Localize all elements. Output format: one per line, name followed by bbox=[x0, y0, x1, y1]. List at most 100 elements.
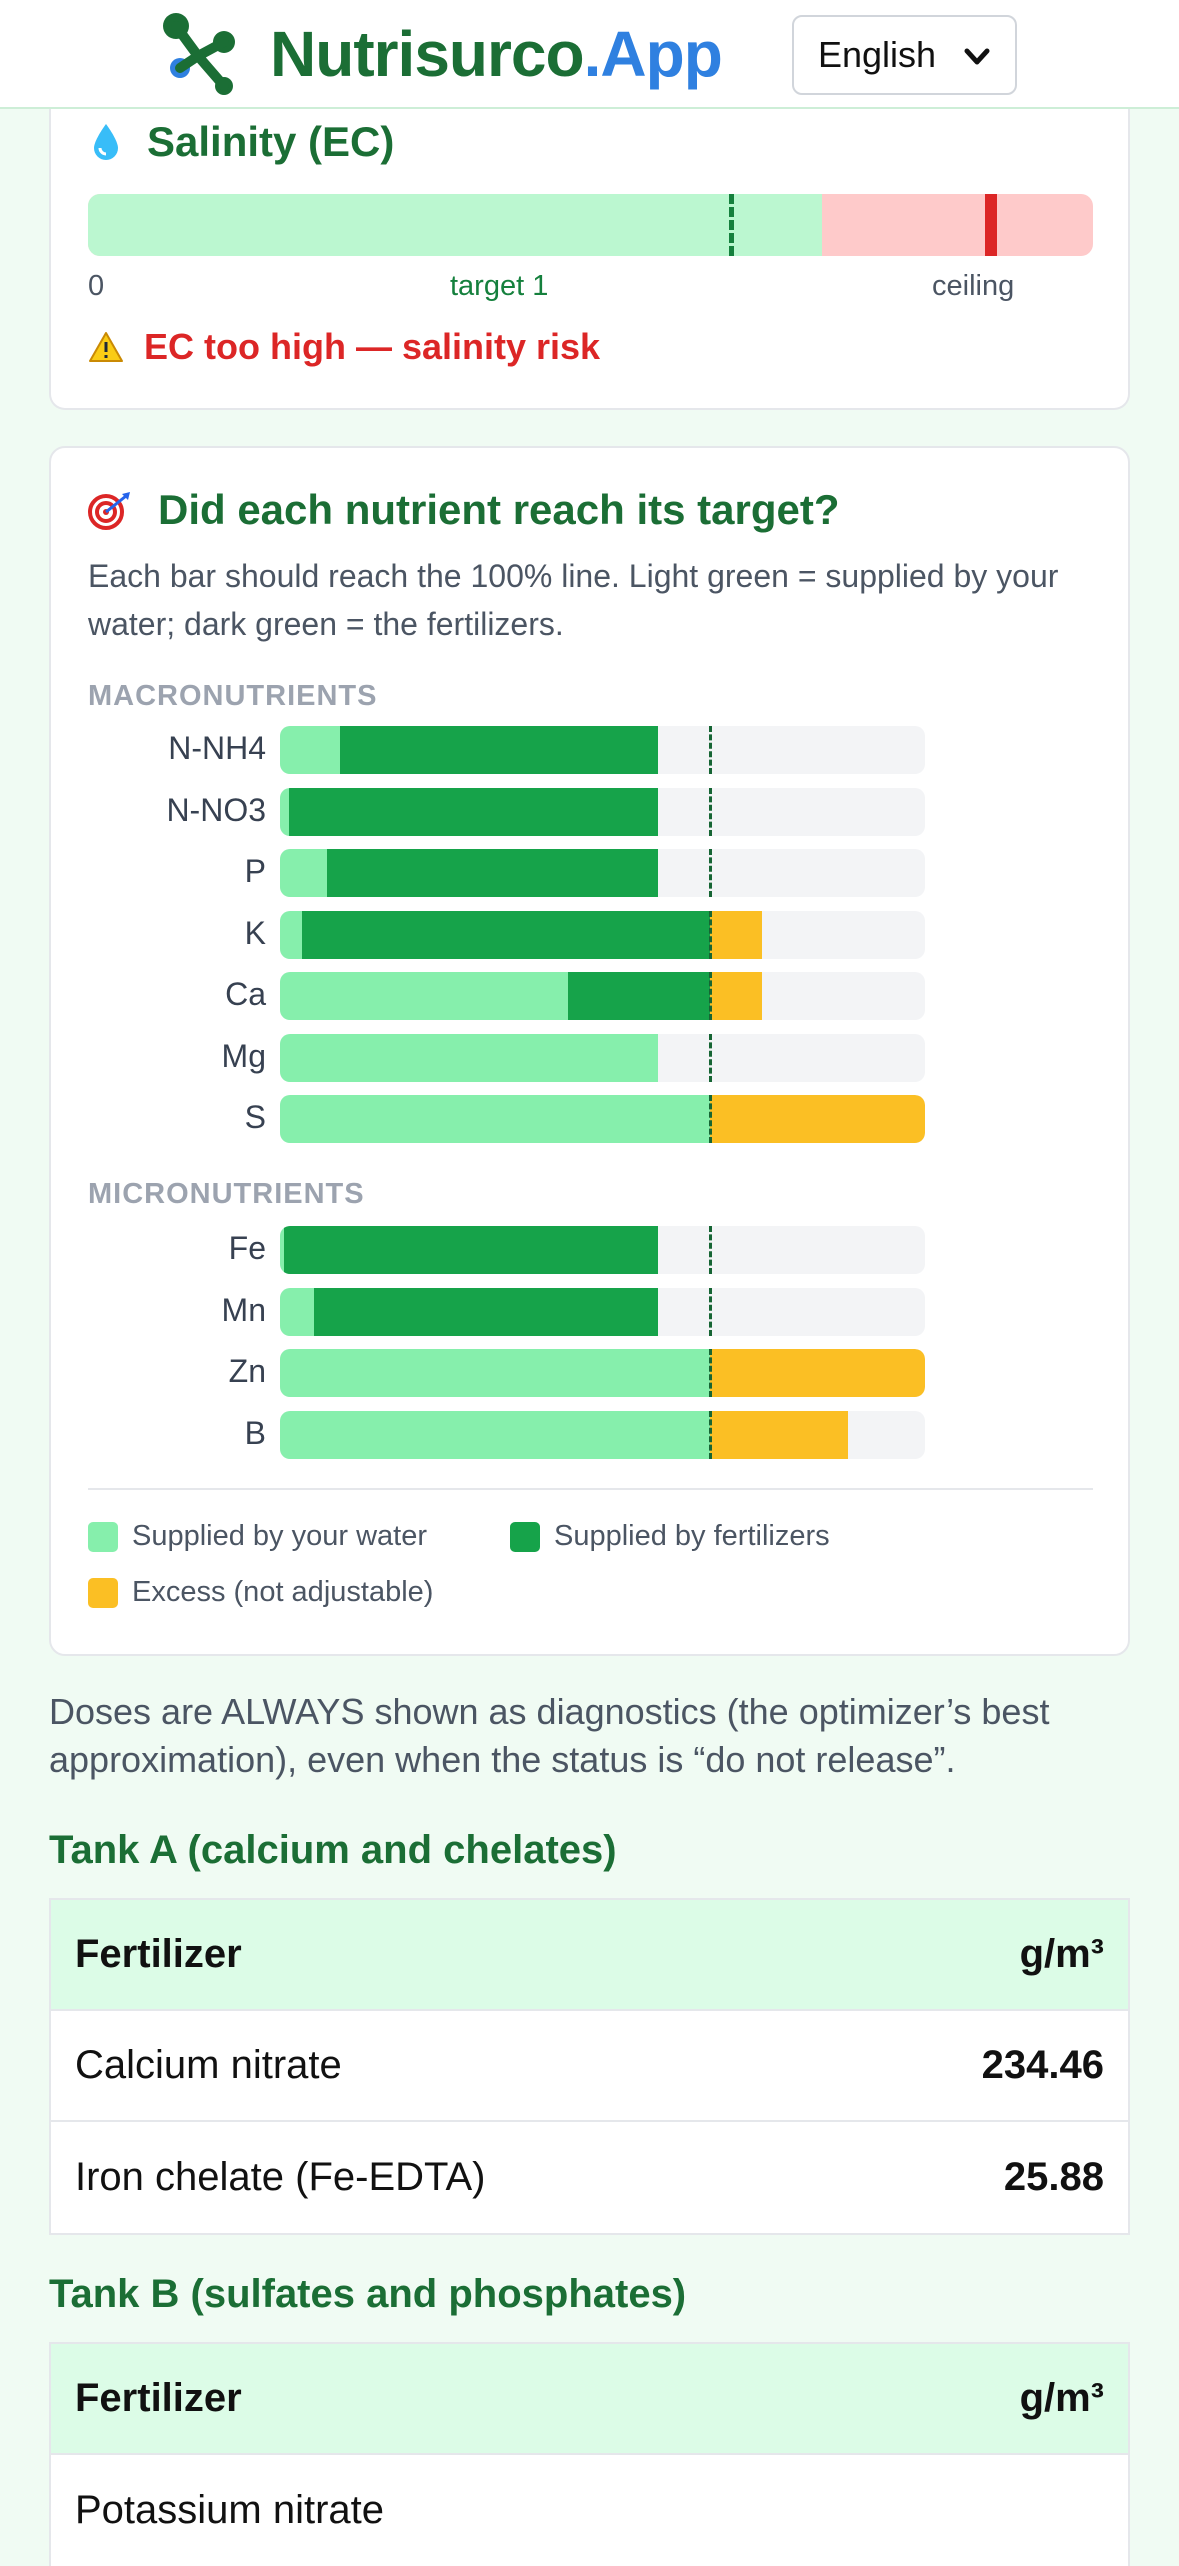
nutrient-bar-ca: Ca bbox=[51, 972, 1051, 1022]
target-100-line bbox=[709, 726, 712, 774]
col-fertilizer: Fertilizer bbox=[75, 2376, 242, 2420]
bar-track bbox=[280, 1349, 925, 1397]
bar-segment-water bbox=[280, 1349, 710, 1397]
brand-name[interactable]: Nutrisurco.App bbox=[270, 16, 723, 92]
bar-segment-water bbox=[280, 1410, 710, 1459]
bar-segment-water bbox=[280, 1033, 659, 1082]
target-100-line bbox=[709, 1349, 712, 1397]
bar-segment-fertilizers bbox=[568, 972, 710, 1020]
ec-warning: EC too high — salinity risk bbox=[88, 326, 600, 368]
ec-label-ceiling: ceiling bbox=[932, 270, 1015, 302]
fertilizer-dose: 234.46 bbox=[981, 2043, 1104, 2087]
legend-water: Supplied by your water bbox=[88, 1520, 427, 1553]
nutrient-label: Ca bbox=[225, 976, 266, 1012]
bar-segment-water bbox=[280, 726, 341, 774]
nutrient-bar-b: B bbox=[51, 1410, 1051, 1461]
target-100-line bbox=[709, 1410, 712, 1459]
bar-segment-excess bbox=[710, 1410, 848, 1459]
bar-track bbox=[280, 972, 925, 1020]
table-row: Iron chelate (Fe-EDTA) 25.88 bbox=[51, 2122, 1128, 2233]
bar-segment-fertilizers bbox=[284, 1226, 659, 1274]
target-100-line bbox=[709, 1287, 712, 1336]
target-100-line bbox=[709, 849, 712, 897]
bar-track bbox=[280, 1287, 925, 1336]
app-header: Nutrisurco.App English bbox=[0, 0, 1179, 109]
target-100-line bbox=[709, 787, 712, 836]
tank-a-title: Tank A (calcium and chelates) bbox=[49, 1828, 617, 1872]
col-unit: g/m³ bbox=[1019, 2376, 1104, 2420]
bar-segment-water bbox=[280, 972, 569, 1020]
bar-segment-fertilizers bbox=[340, 726, 659, 774]
nutrient-label: Mg bbox=[221, 1037, 266, 1074]
nutrient-bar-p: P bbox=[51, 849, 1051, 899]
legend-fertilizers-swatch bbox=[510, 1521, 540, 1552]
table-row: Calcium nitrate 234.46 bbox=[51, 2011, 1128, 2122]
nutrient-label: N-NO3 bbox=[166, 791, 266, 828]
droplet-icon bbox=[94, 124, 118, 160]
col-unit: g/m³ bbox=[1019, 1932, 1104, 1976]
nutrient-label: K bbox=[244, 914, 266, 951]
legend-excess: Excess (not adjustable) bbox=[88, 1576, 433, 1609]
bar-segment-excess bbox=[710, 972, 762, 1020]
ec-label-target: target 1 bbox=[450, 270, 549, 302]
ec-ceiling-marker bbox=[985, 194, 998, 256]
nutrient-description: Each bar should reach the 100% line. Lig… bbox=[88, 558, 1059, 642]
ec-warning-text: EC too high — salinity risk bbox=[144, 326, 601, 367]
ec-label-zero: 0 bbox=[88, 270, 105, 302]
nutrient-heading: Did each nutrient reach its target? bbox=[88, 486, 839, 534]
diagnostics-note: Doses are ALWAYS shown as diagnostics (t… bbox=[49, 1691, 1050, 1780]
bar-segment-fertilizers bbox=[301, 910, 710, 959]
bar-segment-fertilizers bbox=[327, 849, 659, 897]
tank-b-table: Fertilizer g/m³ Potassium nitrate bbox=[49, 2342, 1130, 2566]
salinity-card: Salinity (EC) 0 target 1 ceiling EC too … bbox=[49, 70, 1130, 410]
bar-segment-fertilizers bbox=[314, 1287, 659, 1336]
nutrient-label: Zn bbox=[228, 1353, 266, 1389]
ec-bar-fill bbox=[88, 194, 822, 256]
table-header: Fertilizer g/m³ bbox=[51, 1900, 1128, 2011]
nutrient-bar-s: S bbox=[51, 1095, 1051, 1145]
bar-track bbox=[280, 726, 925, 774]
fertilizer-name: Potassium nitrate bbox=[75, 2488, 385, 2532]
fertilizer-name: Calcium nitrate bbox=[75, 2043, 342, 2087]
target-100-line bbox=[709, 910, 712, 959]
nutrient-label: Fe bbox=[228, 1230, 266, 1266]
nutrient-bar-fe: Fe bbox=[51, 1226, 1051, 1276]
bar-segment-excess bbox=[710, 1349, 925, 1397]
bar-track bbox=[280, 849, 925, 897]
fertilizer-dose: 25.88 bbox=[1003, 2155, 1104, 2199]
legend-excess-swatch bbox=[88, 1577, 118, 1608]
target-100-line bbox=[709, 972, 712, 1020]
ec-bar-labels: 0 target 1 ceiling bbox=[88, 270, 1093, 310]
nutrient-target-card: Did each nutrient reach its target? Each… bbox=[49, 446, 1130, 1656]
nutrient-label: Mn bbox=[221, 1291, 266, 1328]
bar-segment-water bbox=[280, 1095, 710, 1143]
bar-track bbox=[280, 1095, 925, 1143]
nutrient-bar-n-no3: N-NO3 bbox=[51, 787, 1051, 838]
table-header: Fertilizer g/m³ bbox=[51, 2344, 1128, 2455]
tank-b-title: Tank B (sulfates and phosphates) bbox=[49, 2272, 687, 2316]
language-select[interactable]: English bbox=[792, 15, 1017, 95]
legend-divider bbox=[88, 1488, 1093, 1490]
target-100-line bbox=[709, 1095, 712, 1143]
warning-icon bbox=[89, 332, 123, 362]
legend-water-swatch bbox=[88, 1521, 118, 1552]
nutrient-label: P bbox=[244, 853, 266, 889]
brand-part-1: Nutrisurco bbox=[270, 18, 585, 90]
nutrient-title: Did each nutrient reach its target? bbox=[158, 486, 840, 533]
bar-track bbox=[280, 1033, 925, 1082]
bar-segment-fertilizers bbox=[288, 787, 659, 836]
bar-track bbox=[280, 787, 925, 836]
bar-track bbox=[280, 1226, 925, 1274]
bar-track bbox=[280, 1410, 925, 1459]
tank-a-table: Fertilizer g/m³ Calcium nitrate 234.46 I… bbox=[49, 1898, 1130, 2235]
fertilizer-name: Iron chelate (Fe-EDTA) bbox=[75, 2155, 486, 2199]
brand-part-2: .App bbox=[583, 18, 723, 90]
bar-segment-water bbox=[280, 849, 328, 897]
chevron-down-icon bbox=[964, 48, 990, 65]
legend-fertilizers: Supplied by fertilizers bbox=[510, 1520, 830, 1553]
col-fertilizer: Fertilizer bbox=[75, 1932, 242, 1976]
bar-segment-water bbox=[280, 1226, 285, 1274]
bar-segment-water bbox=[280, 910, 302, 959]
nutrient-label: N-NH4 bbox=[168, 730, 266, 766]
nutrient-bar-zn: Zn bbox=[51, 1349, 1051, 1399]
